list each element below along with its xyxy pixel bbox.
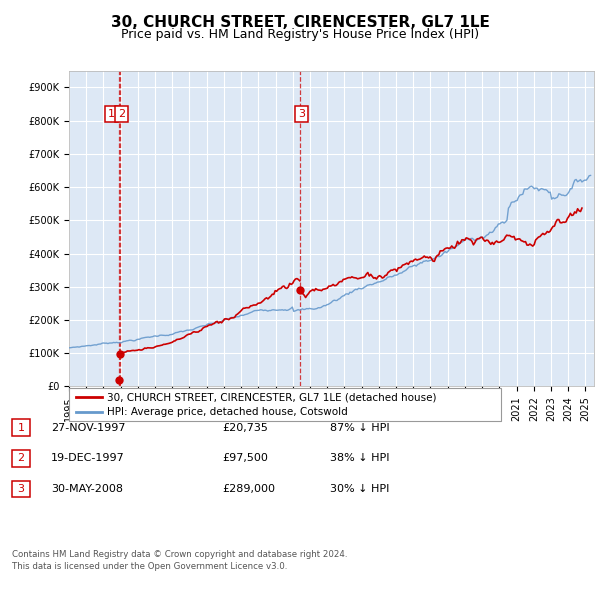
- Text: 30, CHURCH STREET, CIRENCESTER, GL7 1LE: 30, CHURCH STREET, CIRENCESTER, GL7 1LE: [110, 15, 490, 30]
- Text: 87% ↓ HPI: 87% ↓ HPI: [330, 423, 389, 432]
- Text: 1: 1: [108, 109, 115, 119]
- Text: 2: 2: [17, 454, 25, 463]
- Text: 3: 3: [17, 484, 25, 494]
- Text: £20,735: £20,735: [222, 423, 268, 432]
- Text: £97,500: £97,500: [222, 454, 268, 463]
- Text: 19-DEC-1997: 19-DEC-1997: [51, 454, 125, 463]
- Text: Contains HM Land Registry data © Crown copyright and database right 2024.: Contains HM Land Registry data © Crown c…: [12, 550, 347, 559]
- Text: 2: 2: [118, 109, 125, 119]
- Text: Price paid vs. HM Land Registry's House Price Index (HPI): Price paid vs. HM Land Registry's House …: [121, 28, 479, 41]
- Text: 3: 3: [298, 109, 305, 119]
- Text: 27-NOV-1997: 27-NOV-1997: [51, 423, 125, 432]
- Text: 30% ↓ HPI: 30% ↓ HPI: [330, 484, 389, 494]
- Text: 38% ↓ HPI: 38% ↓ HPI: [330, 454, 389, 463]
- Text: 30-MAY-2008: 30-MAY-2008: [51, 484, 123, 494]
- Text: 1: 1: [17, 423, 25, 432]
- Text: £289,000: £289,000: [222, 484, 275, 494]
- Text: HPI: Average price, detached house, Cotswold: HPI: Average price, detached house, Cots…: [107, 407, 347, 417]
- Text: 30, CHURCH STREET, CIRENCESTER, GL7 1LE (detached house): 30, CHURCH STREET, CIRENCESTER, GL7 1LE …: [107, 392, 436, 402]
- Text: This data is licensed under the Open Government Licence v3.0.: This data is licensed under the Open Gov…: [12, 562, 287, 571]
